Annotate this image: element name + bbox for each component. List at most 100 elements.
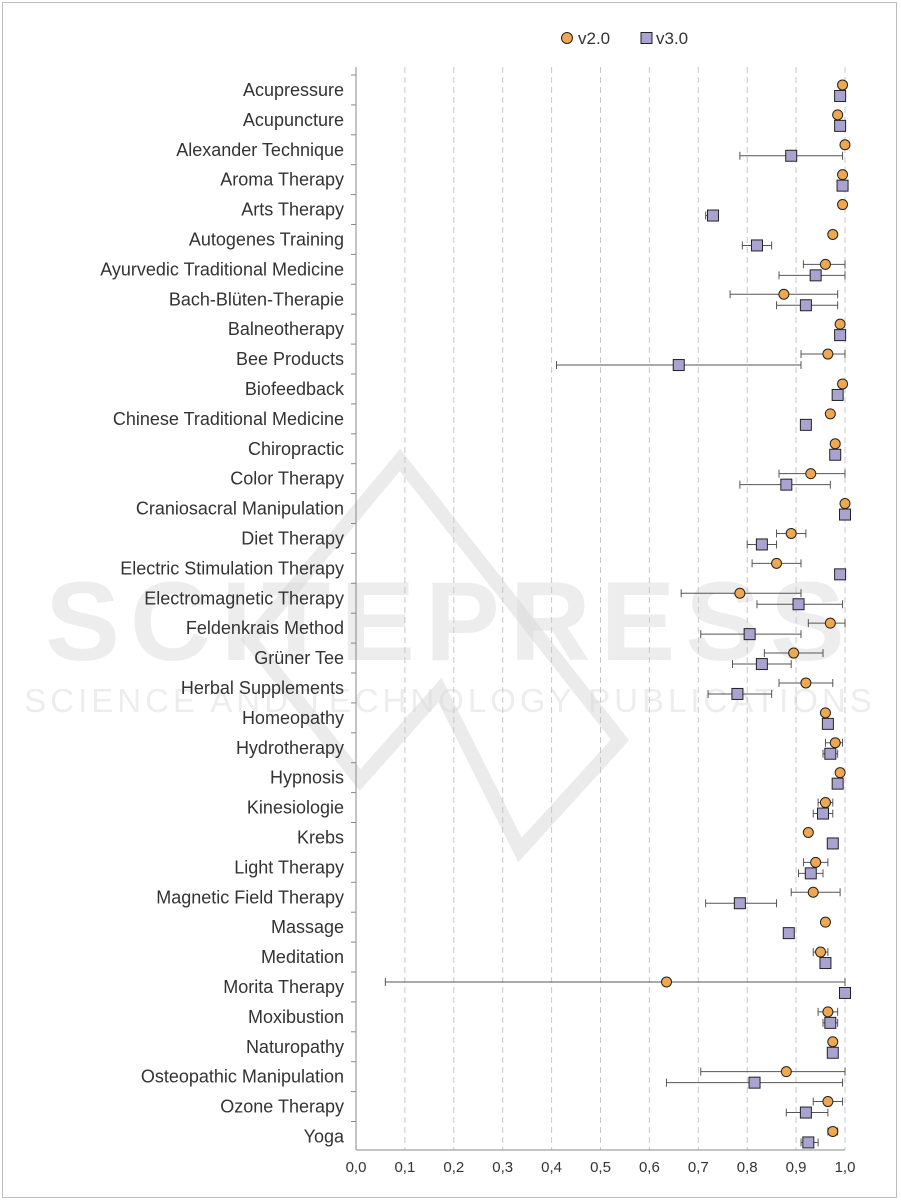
category-label: Moxibustion — [248, 1007, 344, 1027]
marker-v3-square — [831, 388, 844, 401]
marker-v2-circle — [827, 228, 839, 240]
marker-v3-square — [824, 1016, 837, 1029]
category-label: Yoga — [304, 1126, 345, 1146]
axes — [351, 67, 845, 1151]
category-label: Bee Products — [236, 349, 344, 369]
marker-v3-square — [839, 986, 851, 999]
marker-v3-square — [816, 807, 829, 820]
x-tick-label: 0,3 — [492, 1159, 513, 1176]
marker-v3-square — [743, 628, 756, 641]
marker-v3-square — [733, 897, 746, 910]
category-label: Chinese Traditional Medicine — [113, 409, 344, 429]
marker-v2-circle — [822, 1096, 834, 1108]
x-tick-label: 1,0 — [835, 1159, 856, 1176]
category-label: Balneotherapy — [228, 319, 344, 339]
marker-v2-circle — [837, 199, 849, 211]
marker-v2-circle — [829, 438, 841, 450]
marker-v2-circle — [805, 468, 817, 480]
marker-v2-circle — [819, 797, 831, 809]
marker-v2-circle — [815, 946, 827, 958]
category-label: Aroma Therapy — [220, 170, 344, 190]
marker-v2-circle — [822, 348, 834, 360]
marker-v2-circle — [822, 1006, 834, 1018]
marker-v2-circle — [824, 617, 836, 629]
legend-v3-label: v3.0 — [656, 29, 688, 48]
grid — [404, 67, 846, 1150]
x-tick-label: 0,5 — [590, 1159, 611, 1176]
watermark-logo-shape — [240, 448, 630, 863]
category-label: Hypnosis — [270, 768, 344, 788]
marker-v2-circle — [800, 677, 812, 689]
x-tick-label: 0,0 — [346, 1159, 367, 1176]
x-tick-label: 0,7 — [688, 1159, 709, 1176]
category-label: Ozone Therapy — [220, 1097, 344, 1117]
marker-v3-square — [829, 448, 842, 461]
x-tick-label: 0,1 — [394, 1159, 415, 1176]
marker-v2-circle — [839, 139, 851, 151]
marker-v3-square — [804, 867, 817, 880]
category-label: Hydrotherapy — [236, 738, 344, 758]
category-label: Feldenkrais Method — [186, 618, 344, 638]
category-label: Homeopathy — [242, 708, 344, 728]
x-tick-labels: 0,0 0,1 0,2 0,3 0,4 0,5 0,6 0,7 0,8 0,9 1,0 — [346, 1159, 856, 1176]
marker-v2-circle — [778, 288, 790, 300]
category-label: Acupuncture — [243, 110, 344, 130]
category-label: Naturopathy — [246, 1037, 344, 1057]
category-label: Light Therapy — [234, 857, 344, 877]
category-label: Electric Stimulation Therapy — [120, 558, 344, 578]
marker-v3-square — [819, 957, 832, 970]
watermark-sub-text: SCIENCE AND TECHNOLOGY PUBLICATIONS — [24, 682, 876, 719]
category-label: Kinesiologie — [247, 798, 344, 818]
marker-v3-square — [706, 209, 719, 222]
marker-v3-square — [755, 658, 768, 671]
marker-v2-circle — [829, 737, 841, 749]
marker-v2-circle — [837, 169, 849, 181]
marker-v3-square — [834, 119, 847, 132]
x-tick-label: 0,8 — [737, 1159, 758, 1176]
marker-v2-circle — [771, 557, 783, 569]
marker-v2-circle — [819, 707, 831, 719]
marker-v2-circle — [824, 408, 836, 420]
marker-v3-square — [836, 179, 849, 192]
marker-v3-square — [748, 1076, 761, 1089]
x-tick-label: 0,9 — [786, 1159, 807, 1176]
category-label: Electromagnetic Therapy — [144, 588, 344, 608]
marker-v3-square — [672, 359, 685, 372]
category-label: Bach-Blüten-Therapie — [169, 289, 344, 309]
marker-v3-square — [731, 687, 744, 700]
marker-v2-circle — [832, 109, 844, 121]
marker-v2-circle — [834, 767, 846, 779]
marker-v2-circle — [807, 886, 819, 898]
marker-v3-square — [799, 1106, 812, 1119]
marker-v3-square — [839, 508, 851, 521]
marker-v3-square — [755, 538, 768, 551]
marker-v3-square — [785, 149, 798, 162]
marker-v2-circle — [839, 498, 851, 510]
data-markers — [661, 79, 851, 1149]
marker-v2-circle — [788, 647, 800, 659]
watermark: SCITEPRESS SCIENCE AND TECHNOLOGY PUBLIC… — [24, 448, 876, 863]
category-label: Diet Therapy — [241, 528, 344, 548]
marker-v2-circle — [819, 916, 831, 928]
category-label: Craniosacral Manipulation — [136, 499, 344, 519]
marker-v3-square — [782, 927, 795, 940]
marker-v2-circle — [837, 378, 849, 390]
marker-v2-circle — [827, 1125, 839, 1137]
marker-v3-square — [802, 1136, 815, 1149]
legend-v2-marker — [561, 32, 573, 44]
category-label: Acupressure — [243, 80, 344, 100]
marker-v3-square — [809, 269, 822, 282]
marker-v2-circle — [834, 318, 846, 330]
marker-v3-square — [750, 239, 763, 252]
category-label: Meditation — [261, 947, 344, 967]
marker-v2-circle — [661, 976, 673, 988]
marker-v3-square — [834, 329, 847, 342]
legend-v3-marker — [640, 32, 653, 44]
marker-v3-square — [834, 568, 847, 581]
marker-v3-square — [780, 478, 793, 491]
marker-v3-square — [792, 598, 805, 611]
marker-v2-circle — [827, 1036, 839, 1048]
category-label: Krebs — [297, 827, 344, 847]
marker-v2-circle — [785, 527, 797, 539]
marker-v3-square — [834, 89, 847, 102]
